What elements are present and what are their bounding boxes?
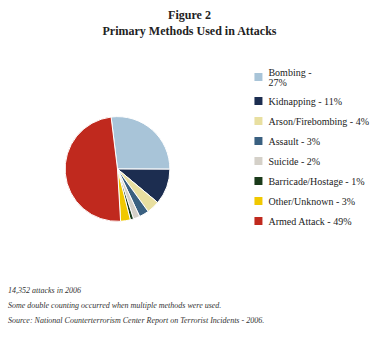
svg-text:14,352 attacks in 2006: 14,352 attacks in 2006 bbox=[8, 286, 81, 295]
svg-text:Bombing -: Bombing - bbox=[268, 66, 312, 78]
svg-text:Primary Methods Used in Attack: Primary Methods Used in Attacks bbox=[103, 24, 277, 38]
svg-text:Kidnapping - 11%: Kidnapping - 11% bbox=[268, 96, 342, 107]
svg-text:27%: 27% bbox=[268, 77, 286, 88]
svg-text:Barricade/Hostage - 1%: Barricade/Hostage - 1% bbox=[268, 176, 364, 187]
svg-text:Arson/Firebombing - 4%: Arson/Firebombing - 4% bbox=[268, 116, 369, 127]
svg-text:Figure 2: Figure 2 bbox=[168, 8, 211, 22]
svg-text:Suicide - 2%: Suicide - 2% bbox=[268, 156, 320, 167]
svg-text:Some double counting occurred: Some double counting occurred when multi… bbox=[8, 301, 221, 310]
svg-text:Other/Unknown - 3%: Other/Unknown - 3% bbox=[268, 196, 355, 207]
svg-text:Source: National Counterterror: Source: National Counterterrorism Center… bbox=[8, 316, 264, 325]
svg-text:Armed Attack - 49%: Armed Attack - 49% bbox=[268, 216, 351, 227]
svg-text:Assault - 3%: Assault - 3% bbox=[268, 136, 320, 147]
